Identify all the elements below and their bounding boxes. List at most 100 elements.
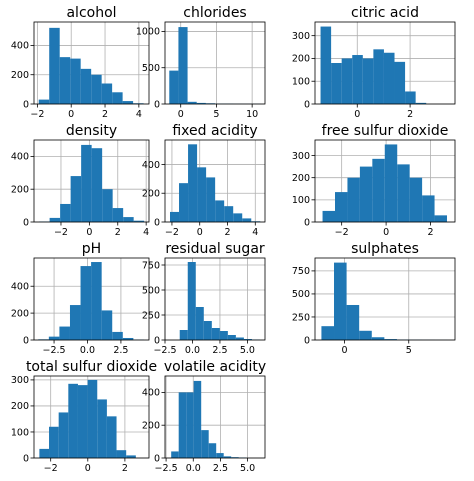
x-tick-label: 0.0 [185, 345, 200, 356]
panel-title: free sulfur dioxide [322, 123, 449, 139]
histogram-bar [201, 430, 209, 458]
y-tick-label: 200 [11, 70, 29, 81]
histogram-bar [409, 177, 423, 222]
histogram-bar [216, 453, 224, 458]
histogram-bar [371, 337, 385, 340]
panel-title: chlorides [183, 5, 246, 21]
y-tick-label: 100 [292, 77, 310, 88]
x-tick-label: 5 [406, 345, 412, 356]
y-tick-label: 0 [23, 99, 29, 110]
histogram-bar [384, 339, 397, 340]
axes-frame [33, 257, 150, 341]
x-tick-label: 2.5 [212, 345, 227, 356]
histogram-bar [243, 339, 252, 340]
histogram-bar [170, 211, 180, 222]
y-tick-label: 100 [11, 427, 29, 438]
x-tick-label: 10 [246, 109, 258, 120]
histogram-bar [331, 63, 342, 104]
y-tick-label: 0 [154, 453, 160, 464]
x-tick-label: 0 [197, 227, 203, 238]
axes-frame [164, 257, 266, 341]
histogram-bar [231, 457, 239, 458]
y-tick-label: 1000 [136, 27, 160, 38]
x-tick-label: 2 [407, 109, 413, 120]
x-tick-label: 0 [383, 227, 389, 238]
histogram-bar [188, 144, 198, 222]
x-tick-label: −2 [54, 227, 68, 238]
y-tick-label: 200 [292, 173, 310, 184]
x-tick-label: 0 [68, 109, 74, 120]
panel-title: citric acid [351, 5, 419, 21]
histogram-bar [171, 451, 179, 458]
y-tick-label: 300 [292, 31, 310, 42]
histogram-bar [122, 337, 134, 340]
axes-frame [164, 375, 266, 459]
histogram-bar [102, 189, 113, 222]
histogram-bar [346, 304, 360, 340]
panel-title: alcohol [66, 5, 116, 21]
histogram-bar [434, 215, 447, 222]
y-tick-label: 400 [11, 41, 29, 52]
x-tick-label: 0 [85, 463, 91, 474]
axes-frame [314, 257, 456, 341]
histogram-bar [335, 192, 348, 222]
histogram-bar [383, 52, 395, 104]
histogram-panel: 0 5 0 250 500 750 sulphates [292, 241, 456, 356]
x-tick-label: −2.5 [153, 345, 176, 356]
y-tick-label: 400 [11, 152, 29, 163]
histogram-bar [211, 328, 220, 340]
y-tick-label: 200 [11, 401, 29, 412]
x-tick-label: 5.0 [240, 345, 255, 356]
histogram-bar [58, 412, 69, 458]
histogram-bar [68, 383, 78, 458]
histogram-bar [223, 456, 232, 458]
histogram-bar [122, 101, 134, 104]
histogram-bar [197, 167, 207, 222]
histogram-bar [91, 262, 102, 340]
histogram-panel: 0 2 0 100 200 300 citric acid [292, 5, 456, 120]
y-tick-label: 250 [142, 310, 160, 321]
histogram-bar [233, 213, 243, 222]
x-tick-label: −2 [44, 463, 58, 474]
y-tick-label: 200 [11, 308, 29, 319]
histogram-bar [112, 331, 123, 340]
y-tick-label: 500 [292, 289, 310, 300]
x-tick-label: 2 [102, 109, 108, 120]
histogram-bar [38, 99, 50, 104]
x-tick-label: 0 [354, 109, 360, 120]
axes-frame [314, 139, 456, 223]
y-tick-label: 750 [292, 266, 310, 277]
histogram-bar [320, 26, 332, 104]
x-tick-label: 0.0 [80, 345, 95, 356]
histogram-bar [106, 416, 117, 458]
x-tick-label: 2 [224, 227, 230, 238]
histogram-bar [347, 177, 360, 222]
histogram-bar [39, 448, 50, 458]
panel-title: residual sugar [165, 241, 265, 257]
panel-title: sulphates [351, 241, 419, 257]
y-tick-label: 400 [142, 388, 160, 399]
histogram-bar [215, 200, 225, 222]
axes-frame [164, 21, 266, 105]
histogram-bar [372, 158, 385, 222]
panel-title: total sulfur dioxide [26, 359, 157, 375]
histogram-bar [116, 450, 127, 458]
histogram-bar [70, 176, 82, 222]
x-tick-label: 2 [428, 227, 434, 238]
x-tick-label: 2 [122, 463, 128, 474]
panel-title: fixed acidity [172, 123, 257, 139]
histogram-bar [186, 392, 194, 458]
y-tick-label: 400 [142, 160, 160, 171]
panel-title: density [66, 123, 117, 139]
x-tick-label: 2 [115, 227, 121, 238]
x-tick-label: 0 [342, 345, 348, 356]
y-tick-label: 400 [11, 282, 29, 293]
histogram-bar [59, 326, 70, 340]
x-tick-label: −2 [30, 109, 44, 120]
histogram-bar [422, 195, 435, 222]
y-tick-label: 0 [154, 217, 160, 228]
x-tick-label: 5.0 [240, 463, 255, 474]
